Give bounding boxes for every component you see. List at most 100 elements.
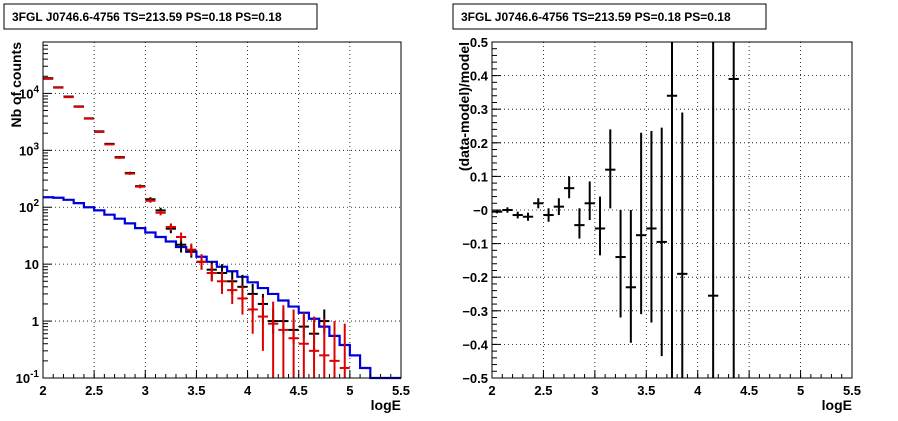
left-data-point (165, 223, 176, 231)
left-xtick-label: 4 (244, 383, 252, 398)
left-title-box (3, 3, 318, 30)
left-data-point (216, 271, 228, 294)
right-data-point (728, 42, 739, 378)
right-data-point (502, 207, 513, 213)
right-ytick-label: −0.3 (462, 304, 488, 319)
left-ytick-label: 103 (19, 141, 39, 158)
left-grid (43, 42, 401, 378)
right-data-point (584, 181, 595, 221)
left-data-point (53, 86, 64, 89)
right-xtick-label: 2 (488, 383, 495, 398)
right-data-point (708, 42, 719, 378)
left-xtick-label: 2.5 (85, 383, 103, 398)
right-xtick-label: 4 (694, 383, 702, 398)
right-data-point (656, 127, 667, 357)
right-xtick-label: 2.5 (534, 383, 552, 398)
right-xtick-label: 5.5 (843, 383, 861, 398)
right-xtick-label: 4.5 (740, 383, 758, 398)
right-xtick-label: 3 (591, 383, 598, 398)
left-data-point (206, 264, 217, 282)
left-data-point (124, 172, 136, 175)
left-xtick-label: 3.5 (187, 383, 205, 398)
right-data-point (533, 198, 544, 209)
left-data-point (43, 77, 54, 80)
left-data-point (155, 210, 166, 216)
left-ytick-label: 10-1 (16, 369, 40, 386)
right-data-point (522, 212, 534, 221)
right-data-point (605, 129, 616, 209)
left-data-point (73, 105, 84, 108)
right-data-point (553, 198, 564, 216)
right-series (492, 42, 739, 378)
left-data-point (94, 130, 105, 133)
right-data-point (543, 208, 554, 222)
right-data-point (625, 210, 636, 343)
right-ytick-label: −0 (473, 203, 488, 218)
left-data-point (135, 185, 146, 189)
left-data-point (227, 278, 238, 304)
left-data-point (114, 156, 125, 159)
left-data-point (339, 323, 350, 378)
left-data-point (268, 301, 279, 378)
right-yaxis-title: (data-model)/model (456, 42, 472, 171)
left-data-point (319, 318, 330, 378)
right-ytick-label: 0.5 (470, 35, 488, 50)
right-title: 3FGL J0746.6-4756 TS=213.59 PS=0.18 PS=0… (461, 10, 731, 24)
left-data-point (257, 297, 269, 351)
left-xtick-label: 5.5 (392, 383, 410, 398)
right-data-point (492, 210, 503, 214)
right-pad: 3FGL J0746.6-4756 TS=213.59 PS=0.18 PS=0… (452, 3, 861, 413)
left-xtick-label: 5 (346, 383, 353, 398)
right-data-point (594, 196, 606, 256)
right-grid (492, 42, 852, 378)
right-data-point (666, 42, 678, 378)
right-data-point (615, 210, 626, 318)
left-xtick-label: 3 (142, 383, 149, 398)
left-data-point (145, 198, 156, 203)
right-ytick-label: −0.4 (462, 337, 488, 352)
left-yaxis-title: Nb of counts (8, 42, 24, 128)
left-ytick-label: 10 (25, 257, 39, 272)
left-data-point (278, 305, 289, 378)
right-data-point (574, 208, 585, 239)
left-xtick-label: 4.5 (290, 383, 308, 398)
right-xtick-label: 5 (797, 383, 804, 398)
right-data-point (646, 131, 657, 323)
right-ytick-label: −0.1 (462, 237, 488, 252)
right-title-box (452, 3, 767, 30)
left-data-point (298, 312, 309, 378)
left-data-point (308, 316, 320, 378)
right-xaxis-title: logE (822, 397, 852, 413)
right-ticks: 2 2.5 3 3.5 4 4.5 5 5.5 −0.5 −0.4 −0.3 −0.2 −0.1 −0 0.… (462, 35, 861, 398)
left-ytick-label: 102 (19, 198, 39, 215)
right-data-point (512, 211, 523, 219)
left-data-point (237, 285, 248, 315)
right-data-point (677, 112, 688, 378)
left-model-histogram (43, 196, 401, 380)
left-series (43, 77, 401, 380)
right-ytick-label: 0.3 (470, 102, 488, 117)
right-ytick-label: −0.5 (462, 371, 488, 386)
left-data-point (175, 232, 187, 242)
left-pad: 3FGL J0746.6-4756 TS=213.59 PS=0.18 PS=0… (3, 3, 410, 413)
left-data-point (83, 117, 95, 120)
right-ytick-label: −0.2 (462, 270, 488, 285)
right-data-point (636, 132, 647, 315)
left-data-point (329, 321, 340, 378)
left-data-point (104, 143, 115, 146)
right-data-point (564, 176, 575, 199)
right-xtick-label: 3.5 (637, 383, 655, 398)
left-data-point (186, 243, 197, 256)
right-ytick-label: 0.1 (470, 169, 488, 184)
right-ytick-label: 0.2 (470, 136, 488, 151)
left-title: 3FGL J0746.6-4756 TS=213.59 PS=0.18 PS=0… (12, 10, 282, 24)
left-data-point (288, 309, 299, 378)
left-data-point (247, 293, 258, 334)
left-ytick-label: 1 (32, 314, 39, 329)
left-data-point (63, 96, 74, 99)
left-xtick-label: 2 (39, 383, 46, 398)
left-data-point (196, 254, 207, 270)
right-ytick-label: 0.4 (470, 69, 489, 84)
